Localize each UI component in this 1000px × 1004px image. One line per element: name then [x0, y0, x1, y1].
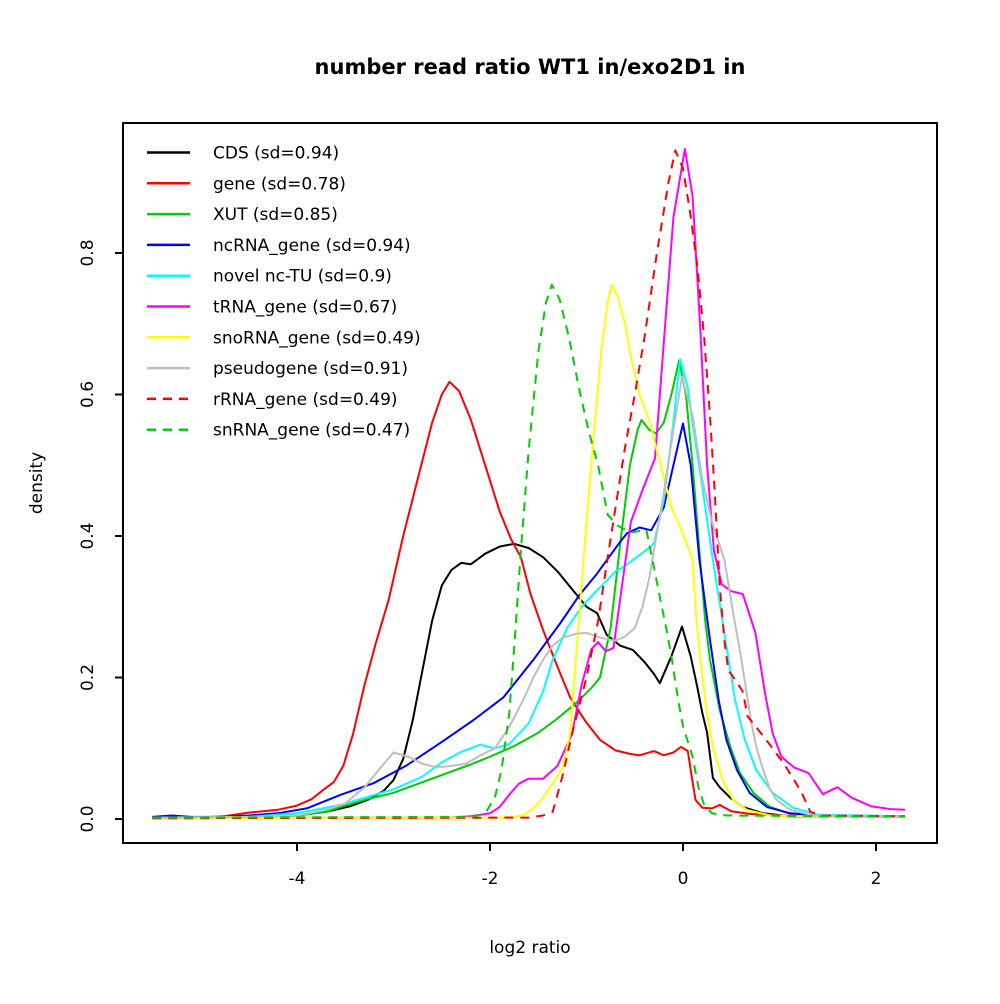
legend-label: CDS (sd=0.94) [213, 144, 339, 164]
legend-label: snRNA_gene (sd=0.47) [213, 421, 410, 441]
curve-CDS [152, 542, 905, 819]
y-tick-label: 0.6 [78, 381, 98, 408]
curve-snoRNA_gene [152, 283, 905, 820]
axis-ticks: -4 -2 0 2 0.0 0.2 0.4 0.6 0.8 [78, 239, 881, 889]
curve-pseudogene [152, 375, 906, 819]
legend-item-XUT: XUT (sd=0.85) [147, 205, 338, 225]
y-tick-label: 0.2 [78, 664, 98, 691]
x-tick-label: -2 [482, 869, 499, 889]
chart-title: number read ratio WT1 in/exo2D1 in [315, 55, 746, 79]
x-axis-title: log2 ratio [489, 938, 570, 958]
x-tick-label: 0 [678, 869, 689, 889]
legend-item-ncRNA_gene: ncRNA_gene (sd=0.94) [147, 236, 411, 256]
legend-item-gene: gene (sd=0.78) [147, 174, 346, 194]
legend-item-tRNA_gene: tRNA_gene (sd=0.67) [147, 298, 397, 318]
curve-rRNA_gene [152, 149, 906, 820]
legend: CDS (sd=0.94) gene (sd=0.78) XUT (sd=0.85)… [147, 144, 421, 441]
curve-gene [152, 380, 905, 820]
curve-tRNA_gene [152, 148, 906, 820]
y-tick-label: 0.8 [78, 239, 98, 266]
curve-snRNA_gene [152, 283, 905, 819]
y-axis-title: density [27, 452, 47, 514]
legend-item-snRNA_gene: snRNA_gene (sd=0.47) [147, 421, 410, 441]
legend-label: gene (sd=0.78) [213, 174, 346, 194]
legend-label: rRNA_gene (sd=0.49) [213, 390, 398, 410]
legend-label: novel nc-TU (sd=0.9) [213, 267, 392, 287]
y-tick-label: 0.4 [78, 522, 98, 549]
y-tick-label: 0.0 [78, 805, 98, 832]
legend-item-rRNA_gene: rRNA_gene (sd=0.49) [147, 390, 398, 410]
legend-item-pseudogene: pseudogene (sd=0.91) [147, 359, 408, 379]
legend-item-novel-nc-TU: novel nc-TU (sd=0.9) [147, 267, 392, 287]
x-tick-label: 2 [871, 869, 882, 889]
legend-item-CDS: CDS (sd=0.94) [147, 144, 339, 164]
legend-label: tRNA_gene (sd=0.67) [213, 298, 397, 318]
curve-ncRNA_gene [152, 422, 906, 818]
legend-item-snoRNA_gene: snoRNA_gene (sd=0.49) [147, 328, 421, 348]
plot-box [122, 122, 938, 844]
x-tick-label: -4 [289, 869, 306, 889]
curve-novel-nc-TU [152, 358, 906, 819]
legend-label: ncRNA_gene (sd=0.94) [213, 236, 411, 256]
legend-label: snoRNA_gene (sd=0.49) [213, 328, 421, 348]
density-curves [152, 148, 906, 820]
legend-label: XUT (sd=0.85) [213, 205, 338, 225]
legend-label: pseudogene (sd=0.91) [213, 359, 408, 379]
